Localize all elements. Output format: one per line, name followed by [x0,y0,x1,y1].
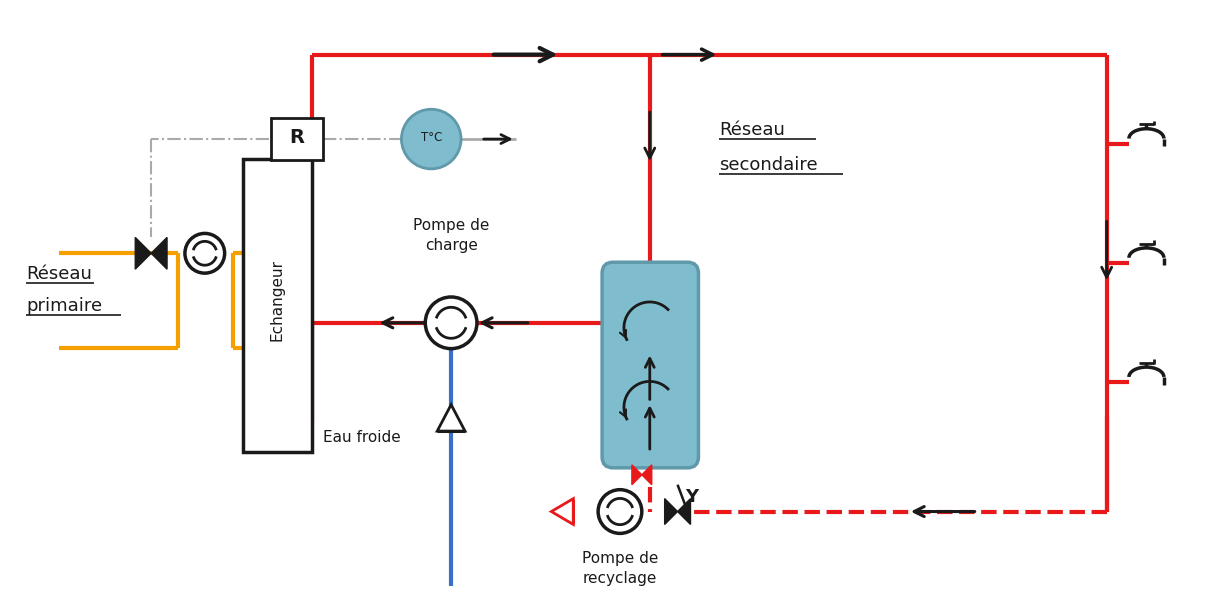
Polygon shape [677,499,691,524]
Polygon shape [632,465,641,485]
Bar [271,118,323,160]
Text: Pompe de
charge: Pompe de charge [412,218,489,253]
Text: R: R [289,127,304,146]
Polygon shape [151,237,167,269]
Bar [243,159,311,452]
Text: primaire: primaire [26,297,102,315]
Polygon shape [641,465,651,485]
Circle shape [401,109,462,169]
Text: T°C: T°C [421,130,442,143]
Text: Réseau: Réseau [719,121,785,139]
Text: secondaire: secondaire [719,156,817,174]
Circle shape [185,233,224,273]
FancyBboxPatch shape [602,262,698,468]
Text: Echangeur: Echangeur [270,259,284,342]
Text: Eau froide: Eau froide [323,430,400,444]
Polygon shape [135,237,151,269]
Polygon shape [437,405,465,431]
Text: Y: Y [684,488,698,506]
Circle shape [425,297,476,349]
Text: Pompe de
recyclage: Pompe de recyclage [582,552,659,586]
Polygon shape [665,499,677,524]
Polygon shape [551,499,574,524]
Circle shape [598,490,641,533]
Text: Réseau: Réseau [26,265,92,283]
